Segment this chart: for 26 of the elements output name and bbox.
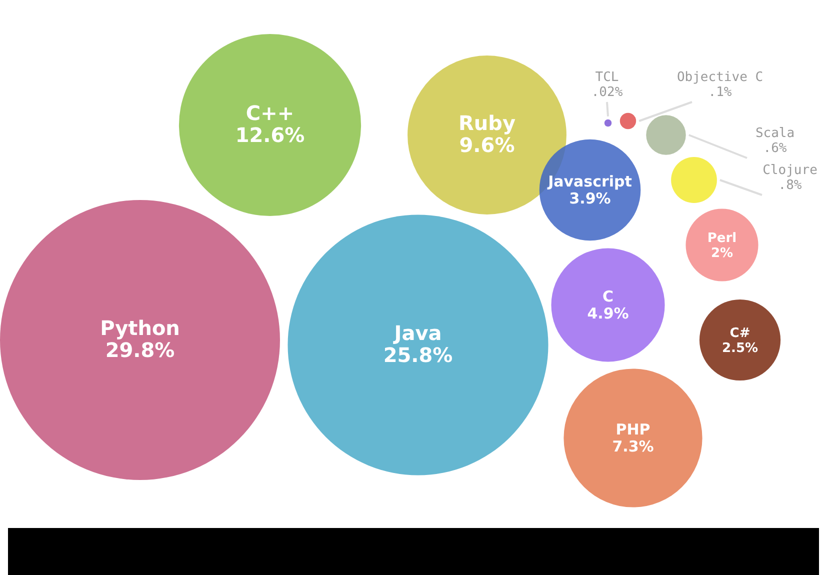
category-label: PHP	[616, 420, 650, 438]
data-label: 2%	[710, 246, 734, 261]
category-label: Javascript	[547, 172, 632, 190]
data-label: 2.5%	[722, 340, 758, 356]
category-label: C#	[730, 326, 750, 341]
data-label: .6%	[763, 140, 787, 156]
data-label: 3.9%	[569, 189, 611, 208]
category-label: Clojure	[762, 162, 818, 178]
data-label: 12.6%	[235, 123, 305, 148]
category-label: Python	[100, 316, 180, 340]
category-label: Objective C	[676, 70, 764, 85]
data-label: 7.3%	[612, 437, 654, 456]
data-label: .02%	[591, 84, 623, 100]
category-label: Java	[392, 321, 442, 346]
data-label: .1%	[708, 84, 732, 100]
category-label: TCL	[595, 70, 619, 85]
data-label: 9.6%	[459, 133, 515, 158]
category-label: C	[602, 287, 614, 306]
data-label: 29.8%	[105, 338, 175, 362]
data-label: 25.8%	[383, 343, 453, 368]
data-label: 4.9%	[587, 304, 629, 322]
category-label: Perl	[707, 230, 737, 246]
data-label: .8%	[778, 178, 802, 193]
category-label: Ruby	[458, 111, 516, 136]
category-label: Scala	[755, 126, 795, 141]
category-label: C++	[246, 101, 294, 126]
